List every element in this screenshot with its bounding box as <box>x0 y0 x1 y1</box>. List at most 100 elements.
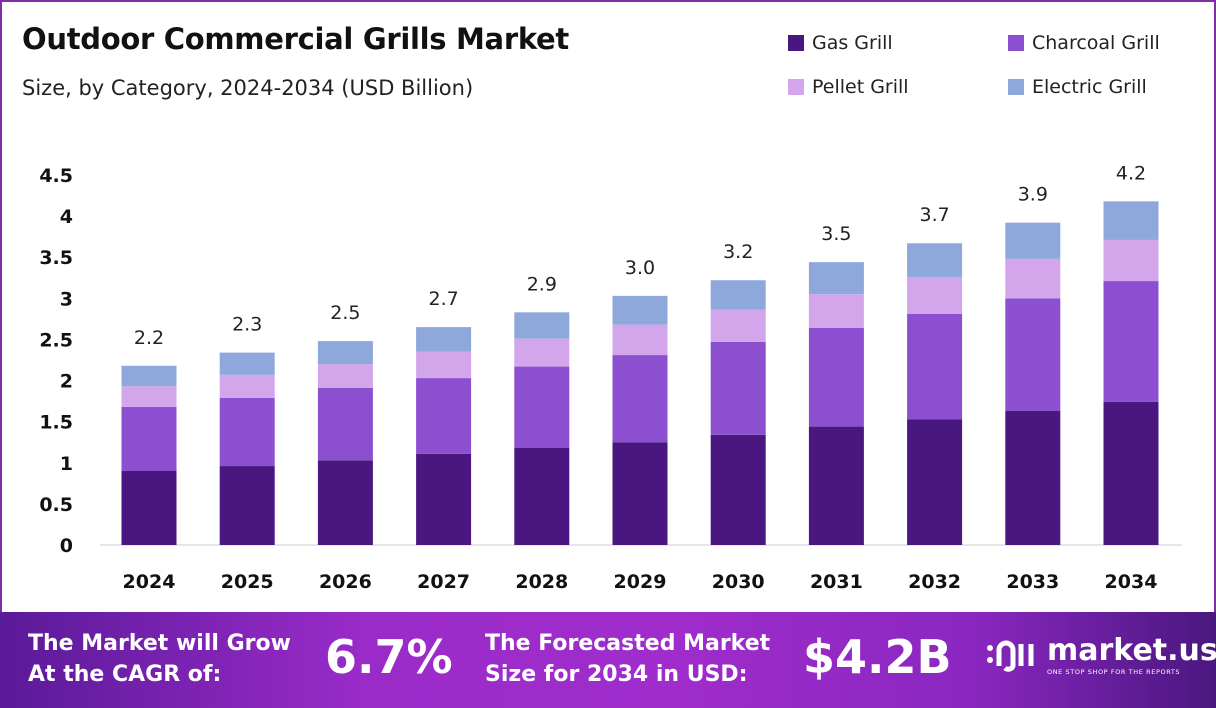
x-tick-label: 2033 <box>1006 571 1059 593</box>
bar-segment-pellet-grill <box>907 276 963 314</box>
cagr-label: The Market will Grow At the CAGR of: <box>28 628 291 690</box>
y-tick-label: 0 <box>60 535 73 557</box>
bar-segment-electric-grill <box>1005 222 1061 259</box>
x-tick-label: 2026 <box>319 571 372 593</box>
legend-label: Charcoal Grill <box>1032 32 1160 54</box>
bar-segment-pellet-grill <box>710 309 766 342</box>
bar-segment-electric-grill <box>317 341 373 365</box>
bar-segment-pellet-grill <box>317 364 373 388</box>
bar-segment-gas-grill <box>416 453 472 545</box>
bar-segment-gas-grill <box>1005 410 1061 545</box>
bar-segment-pellet-grill <box>808 294 864 328</box>
x-tick-label: 2034 <box>1105 571 1158 593</box>
y-tick-label: 2.5 <box>39 329 73 351</box>
total-label: 2.5 <box>330 302 360 324</box>
legend-label: Pellet Grill <box>812 76 909 98</box>
bar-segment-charcoal-grill <box>317 387 373 461</box>
bar-segment-electric-grill <box>121 365 177 387</box>
bar-segment-electric-grill <box>514 312 570 339</box>
total-label: 3.2 <box>723 241 753 263</box>
bar-segment-pellet-grill <box>121 386 177 407</box>
bar-segment-pellet-grill <box>612 324 668 356</box>
bar-segment-electric-grill <box>907 243 963 277</box>
bar-segment-pellet-grill <box>514 338 570 367</box>
bar-segment-charcoal-grill <box>121 406 177 471</box>
bar-segment-gas-grill <box>514 447 570 545</box>
forecast-label-line: The Forecasted Market <box>485 631 771 656</box>
x-tick-label: 2024 <box>123 571 176 593</box>
x-tick-label: 2031 <box>810 571 863 593</box>
total-label: 3.7 <box>919 204 949 226</box>
y-tick-label: 1.5 <box>39 412 73 434</box>
total-label: 2.9 <box>527 273 557 295</box>
y-tick-label: 4 <box>60 206 73 228</box>
total-label: 3.9 <box>1018 184 1048 206</box>
total-label: 2.2 <box>134 327 164 349</box>
legend-swatch <box>788 79 804 95</box>
bar-segment-gas-grill <box>710 434 766 545</box>
bar-segment-electric-grill <box>1103 201 1159 240</box>
x-tick-label: 2025 <box>221 571 274 593</box>
bar-segment-charcoal-grill <box>1103 281 1159 402</box>
bar-segment-charcoal-grill <box>907 313 963 420</box>
bar-segment-electric-grill <box>219 352 275 375</box>
bar-segment-electric-grill <box>710 280 766 310</box>
y-tick-label: 2 <box>60 371 73 393</box>
x-tick-label: 2030 <box>712 571 765 593</box>
legend-item-gas-grill: Gas Grill <box>788 32 893 54</box>
cagr-value: 6.7% <box>325 630 453 684</box>
market-us-logo: market.us ONE STOP SHOP FOR THE REPORTS <box>985 636 1216 676</box>
bar-segment-gas-grill <box>219 466 275 545</box>
chart-subtitle: Size, by Category, 2024-2034 (USD Billio… <box>22 76 474 100</box>
bar-segment-gas-grill <box>808 426 864 545</box>
bar-segment-gas-grill <box>612 442 668 545</box>
y-tick-label: 3.5 <box>39 247 73 269</box>
bar-segment-charcoal-grill <box>416 378 472 454</box>
legend-swatch <box>788 35 804 51</box>
bar-segment-gas-grill <box>317 460 373 545</box>
legend-item-pellet-grill: Pellet Grill <box>788 76 909 98</box>
total-label: 2.3 <box>232 314 262 336</box>
legend-label: Electric Grill <box>1032 76 1147 98</box>
bar-segment-electric-grill <box>612 295 668 325</box>
total-label: 3.0 <box>625 257 655 279</box>
forecast-label-line: Size for 2034 in USD: <box>485 662 748 687</box>
bar-segment-electric-grill <box>808 262 864 295</box>
bar-segment-charcoal-grill <box>808 327 864 427</box>
cagr-label-line: At the CAGR of: <box>28 662 222 687</box>
bar-segment-gas-grill <box>121 471 177 545</box>
logo-name: market.us <box>1047 633 1216 668</box>
legend-swatch <box>1008 35 1024 51</box>
x-tick-label: 2027 <box>417 571 470 593</box>
total-label: 3.5 <box>821 223 851 245</box>
bar-segment-pellet-grill <box>1005 258 1061 299</box>
footer-banner: The Market will Grow At the CAGR of: 6.7%… <box>0 612 1216 708</box>
bar-segment-gas-grill <box>907 419 963 545</box>
cagr-label-line: The Market will Grow <box>28 631 291 656</box>
bar-segment-charcoal-grill <box>514 366 570 448</box>
legend-item-charcoal-grill: Charcoal Grill <box>1008 32 1160 54</box>
bar-segment-charcoal-grill <box>612 355 668 443</box>
legend-label: Gas Grill <box>812 32 893 54</box>
forecast-label: The Forecasted Market Size for 2034 in US… <box>485 628 770 690</box>
bar-segment-gas-grill <box>1103 401 1159 545</box>
bar-segment-electric-grill <box>416 327 472 352</box>
bar-segment-pellet-grill <box>219 374 275 398</box>
bar-segment-pellet-grill <box>1103 239 1159 282</box>
y-tick-label: 3 <box>60 288 73 310</box>
bar-chart: 0 0.5 1 1.5 2 2.5 3 3.5 4 4.5 2.2 2024 2.3 2025 2.5 202… <box>39 162 1182 593</box>
bar-segment-charcoal-grill <box>1005 298 1061 411</box>
x-tick-label: 2029 <box>614 571 667 593</box>
logo-icon <box>987 640 1034 672</box>
total-label: 2.7 <box>428 288 458 310</box>
bar-segment-pellet-grill <box>416 351 472 379</box>
legend-swatch <box>1008 79 1024 95</box>
y-tick-label: 4.5 <box>39 165 73 187</box>
y-tick-label: 1 <box>60 453 73 475</box>
logo-tagline: ONE STOP SHOP FOR THE REPORTS <box>1047 668 1181 676</box>
forecast-value: $4.2B <box>803 630 952 684</box>
bar-segment-charcoal-grill <box>710 341 766 435</box>
chart-title: Outdoor Commercial Grills Market <box>22 22 569 56</box>
bar-segment-charcoal-grill <box>219 397 275 467</box>
